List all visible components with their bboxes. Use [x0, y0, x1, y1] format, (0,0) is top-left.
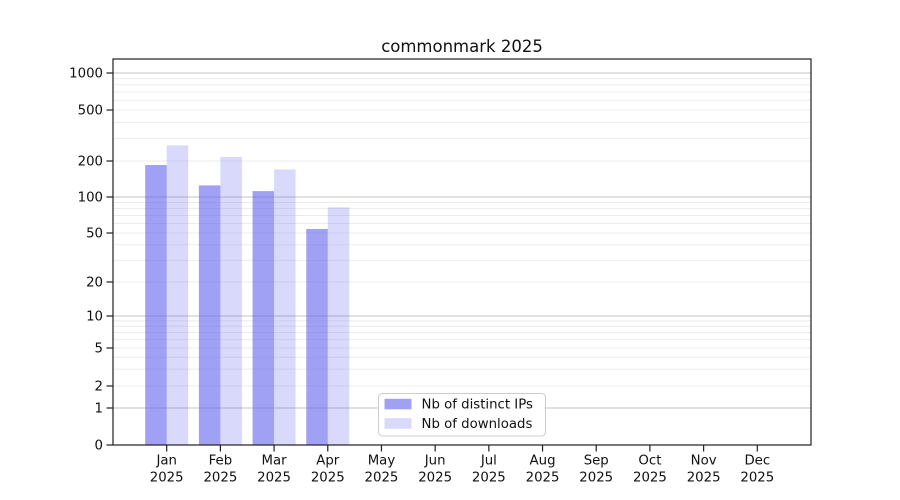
legend-swatch-ips [384, 398, 412, 410]
x-tick-label-year: 2025 [579, 471, 613, 486]
plot-area-border [112, 58, 812, 446]
y-tick-label: 200 [78, 155, 103, 170]
legend-swatch-downloads [384, 418, 412, 429]
x-tick-label-month: Apr [316, 454, 340, 469]
x-tick-label-month: Feb [209, 454, 233, 469]
legend-box [378, 393, 546, 437]
x-tick-label-year: 2025 [687, 471, 721, 486]
x-tick-label-month: Aug [530, 454, 556, 469]
x-tick-label-year: 2025 [418, 471, 452, 486]
y-tick-label: 500 [78, 104, 103, 119]
y-tick-label: 2 [95, 380, 103, 395]
x-tick-label-month: Jun [424, 454, 446, 469]
bar-downloads [274, 169, 296, 446]
y-tick-label: 100 [78, 191, 103, 206]
x-tick-label-year: 2025 [365, 471, 399, 486]
y-tick-label: 50 [86, 227, 103, 242]
bar-distinct-ips [252, 191, 275, 445]
bar-distinct-ips [145, 165, 167, 446]
x-tick-label-month: Jul [480, 454, 497, 469]
x-tick-label-month: Dec [744, 454, 770, 469]
x-tick-label-year: 2025 [740, 471, 774, 486]
x-tick-label-year: 2025 [311, 471, 345, 486]
legend-label-downloads: Nb of downloads [422, 417, 533, 432]
x-tick-label-year: 2025 [257, 471, 291, 486]
chart-title: commonmark 2025 [381, 37, 543, 56]
bar-distinct-ips [306, 229, 328, 445]
bar-downloads [220, 156, 242, 446]
y-tick-label: 20 [86, 276, 103, 291]
bar-downloads [327, 207, 350, 445]
y-tick-label: 0 [95, 439, 103, 454]
x-tick-label-month: Jan [155, 454, 177, 469]
bar-distinct-ips [198, 185, 221, 445]
x-tick-label-month: Sep [584, 454, 609, 469]
x-tick-label-month: Nov [691, 454, 717, 469]
y-tick-label: 10 [86, 310, 103, 325]
bar-downloads [166, 145, 189, 446]
x-tick-label-year: 2025 [472, 471, 506, 486]
y-tick-label: 1 [95, 402, 103, 417]
x-tick-label-year: 2025 [203, 471, 237, 486]
y-tick-label: 1000 [69, 67, 103, 82]
x-tick-label-month: Mar [262, 454, 288, 469]
legend-label-ips: Nb of distinct IPs [422, 398, 534, 413]
x-tick-label-year: 2025 [633, 471, 667, 486]
x-tick-label-year: 2025 [150, 471, 184, 486]
x-tick-label-year: 2025 [526, 471, 560, 486]
x-tick-label-month: May [368, 454, 396, 469]
y-tick-label: 5 [95, 342, 103, 357]
x-tick-label-month: Oct [638, 454, 661, 469]
